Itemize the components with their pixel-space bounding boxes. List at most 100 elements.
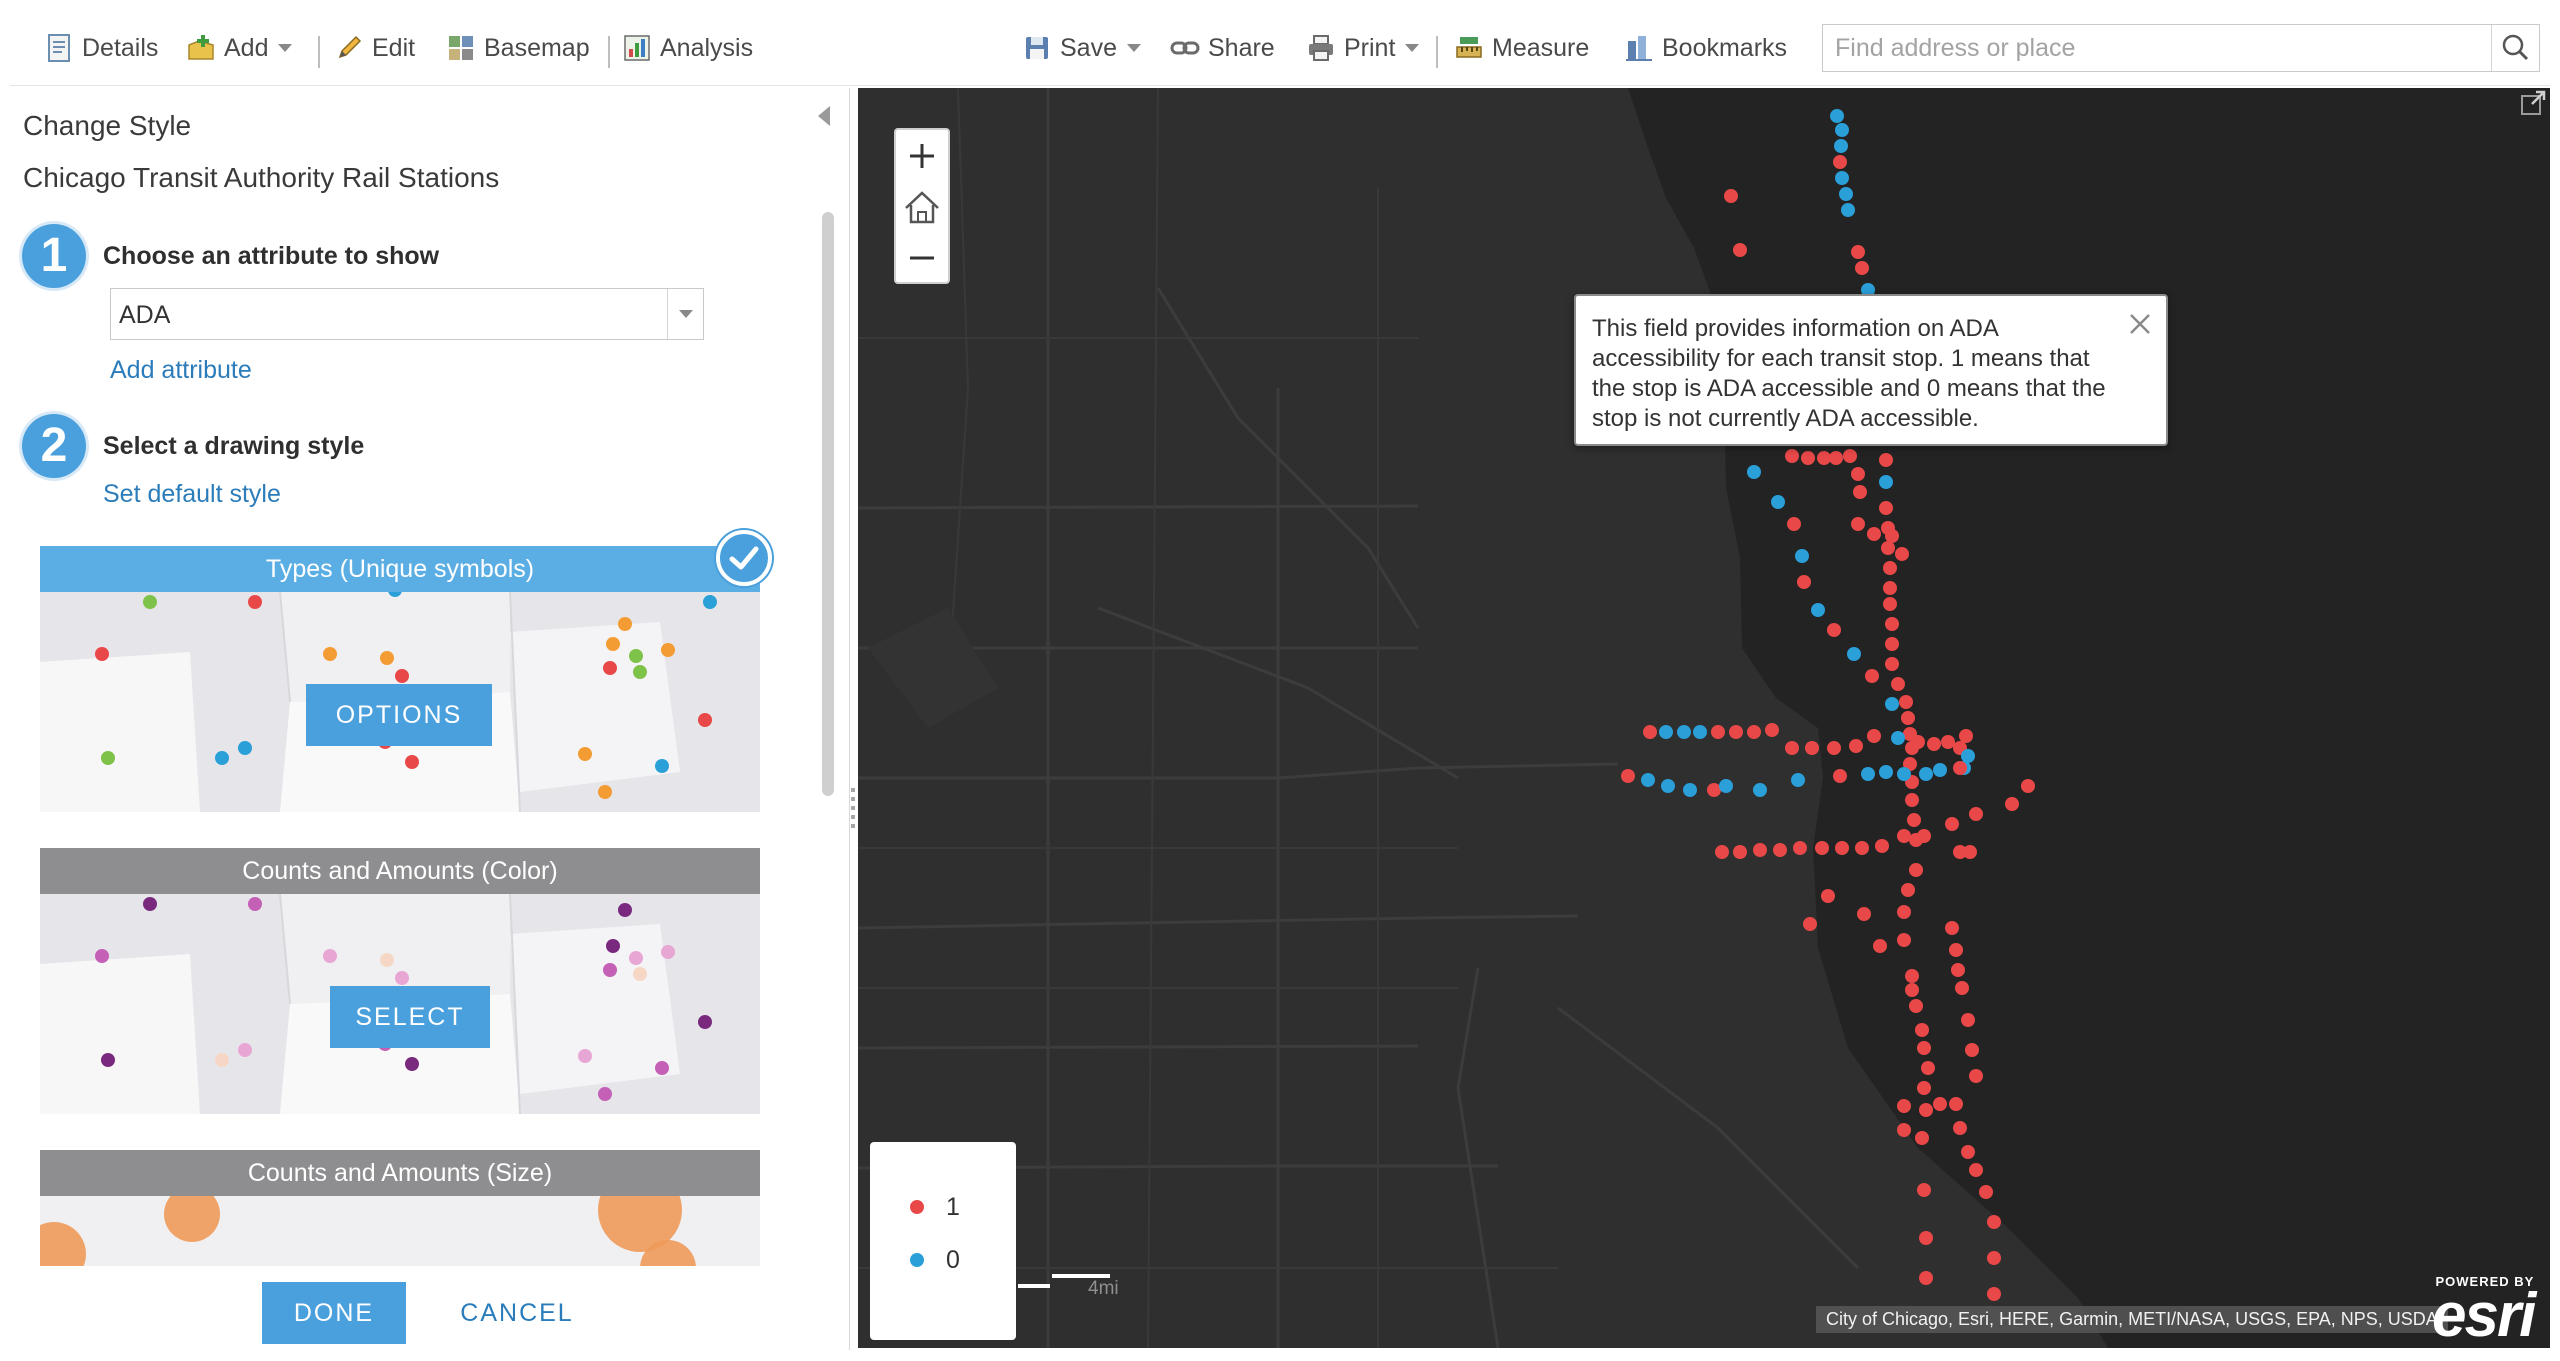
station-marker-ada-accessible[interactable] — [1919, 1271, 1933, 1285]
station-marker-ada-accessible[interactable] — [1715, 845, 1729, 859]
station-marker-not-accessible[interactable] — [1791, 773, 1805, 787]
station-marker-ada-accessible[interactable] — [1945, 921, 1959, 935]
station-marker-ada-accessible[interactable] — [1897, 933, 1911, 947]
station-marker-not-accessible[interactable] — [1771, 495, 1785, 509]
map-view[interactable]: This field provides information on ADA a… — [858, 88, 2550, 1348]
zoom-out-button[interactable] — [896, 234, 948, 284]
station-marker-not-accessible[interactable] — [1811, 603, 1825, 617]
style-card-counts-color[interactable]: Counts and Amounts (Color) — [40, 848, 760, 1114]
station-marker-ada-accessible[interactable] — [1917, 1183, 1931, 1197]
share-button[interactable]: Share — [1170, 30, 1275, 66]
search-input[interactable] — [1823, 25, 2493, 71]
station-marker-ada-accessible[interactable] — [1905, 983, 1919, 997]
station-marker-ada-accessible[interactable] — [1897, 1123, 1911, 1137]
station-marker-not-accessible[interactable] — [1885, 697, 1899, 711]
station-marker-ada-accessible[interactable] — [2021, 779, 2035, 793]
add-button[interactable]: Add — [186, 30, 293, 66]
station-marker-not-accessible[interactable] — [1847, 647, 1861, 661]
station-marker-not-accessible[interactable] — [1747, 465, 1761, 479]
station-marker-ada-accessible[interactable] — [1865, 669, 1879, 683]
station-marker-ada-accessible[interactable] — [1905, 793, 1919, 807]
station-marker-ada-accessible[interactable] — [1773, 843, 1787, 857]
station-marker-ada-accessible[interactable] — [1909, 863, 1923, 877]
station-marker-ada-accessible[interactable] — [1747, 725, 1761, 739]
station-marker-ada-accessible[interactable] — [1899, 695, 1913, 709]
station-marker-ada-accessible[interactable] — [1987, 1287, 2001, 1301]
station-marker-ada-accessible[interactable] — [1851, 245, 1865, 259]
station-marker-ada-accessible[interactable] — [1953, 845, 1967, 859]
close-icon[interactable] — [2126, 310, 2154, 338]
station-marker-not-accessible[interactable] — [1753, 783, 1767, 797]
station-marker-not-accessible[interactable] — [1933, 763, 1947, 777]
station-marker-ada-accessible[interactable] — [1897, 1099, 1911, 1113]
cancel-button[interactable]: CANCEL — [442, 1282, 592, 1344]
station-marker-ada-accessible[interactable] — [1621, 769, 1635, 783]
station-marker-ada-accessible[interactable] — [1963, 845, 1977, 859]
station-marker-not-accessible[interactable] — [1879, 765, 1893, 779]
station-marker-ada-accessible[interactable] — [2005, 797, 2019, 811]
station-marker-not-accessible[interactable] — [1830, 109, 1844, 123]
station-marker-not-accessible[interactable] — [1861, 283, 1875, 297]
station-marker-ada-accessible[interactable] — [1855, 841, 1869, 855]
print-button[interactable]: Print — [1306, 30, 1420, 66]
station-marker-ada-accessible[interactable] — [1867, 527, 1881, 541]
station-marker-ada-accessible[interactable] — [1879, 453, 1893, 467]
save-button[interactable]: Save — [1022, 30, 1141, 66]
station-marker-ada-accessible[interactable] — [1833, 769, 1847, 783]
station-marker-ada-accessible[interactable] — [1911, 735, 1925, 749]
station-marker-not-accessible[interactable] — [1659, 725, 1673, 739]
expand-map-icon[interactable] — [2520, 90, 2546, 116]
station-marker-ada-accessible[interactable] — [1897, 905, 1911, 919]
station-marker-not-accessible[interactable] — [1961, 749, 1975, 763]
station-marker-not-accessible[interactable] — [1835, 123, 1849, 137]
station-marker-not-accessible[interactable] — [1879, 475, 1893, 489]
chevron-down-icon[interactable] — [667, 289, 703, 339]
station-marker-not-accessible[interactable] — [1795, 549, 1809, 563]
station-marker-not-accessible[interactable] — [1834, 139, 1848, 153]
station-marker-ada-accessible[interactable] — [1915, 1131, 1929, 1145]
station-marker-ada-accessible[interactable] — [1815, 841, 1829, 855]
home-button[interactable] — [896, 182, 948, 232]
station-marker-ada-accessible[interactable] — [1843, 449, 1857, 463]
station-marker-ada-accessible[interactable] — [1953, 761, 1967, 775]
station-marker-ada-accessible[interactable] — [1891, 677, 1905, 691]
station-marker-ada-accessible[interactable] — [1875, 839, 1889, 853]
station-marker-ada-accessible[interactable] — [1785, 741, 1799, 755]
style-card-counts-size[interactable]: Counts and Amounts (Size) — [40, 1150, 760, 1266]
attribute-select[interactable]: ADA — [110, 288, 704, 340]
station-marker-ada-accessible[interactable] — [1797, 575, 1811, 589]
bookmarks-button[interactable]: Bookmarks — [1624, 30, 1787, 66]
station-marker-ada-accessible[interactable] — [1933, 1097, 1947, 1111]
station-marker-ada-accessible[interactable] — [1885, 637, 1899, 651]
station-marker-not-accessible[interactable] — [1919, 767, 1933, 781]
station-marker-ada-accessible[interactable] — [1827, 741, 1841, 755]
station-marker-ada-accessible[interactable] — [1969, 1163, 1983, 1177]
station-marker-ada-accessible[interactable] — [1885, 529, 1899, 543]
station-marker-ada-accessible[interactable] — [1953, 1121, 1967, 1135]
station-marker-ada-accessible[interactable] — [1949, 943, 1963, 957]
station-marker-ada-accessible[interactable] — [1955, 981, 1969, 995]
station-marker-ada-accessible[interactable] — [1901, 883, 1915, 897]
station-marker-ada-accessible[interactable] — [1969, 1069, 1983, 1083]
station-marker-ada-accessible[interactable] — [1901, 711, 1915, 725]
station-marker-ada-accessible[interactable] — [1951, 963, 1965, 977]
station-marker-ada-accessible[interactable] — [1851, 467, 1865, 481]
station-marker-ada-accessible[interactable] — [1821, 889, 1835, 903]
station-marker-ada-accessible[interactable] — [1855, 261, 1869, 275]
station-marker-not-accessible[interactable] — [1641, 773, 1655, 787]
station-marker-ada-accessible[interactable] — [1793, 841, 1807, 855]
splitter-grip-icon[interactable] — [851, 788, 855, 828]
station-marker-ada-accessible[interactable] — [1883, 581, 1897, 595]
station-marker-not-accessible[interactable] — [1677, 725, 1691, 739]
station-marker-ada-accessible[interactable] — [1979, 1185, 1993, 1199]
station-marker-ada-accessible[interactable] — [1711, 725, 1725, 739]
select-button[interactable]: SELECT — [330, 986, 490, 1048]
edit-button[interactable]: Edit — [334, 30, 415, 66]
station-marker-ada-accessible[interactable] — [1733, 243, 1747, 257]
details-button[interactable]: Details — [44, 30, 158, 66]
station-marker-ada-accessible[interactable] — [1833, 155, 1847, 169]
station-marker-ada-accessible[interactable] — [1829, 451, 1843, 465]
station-marker-not-accessible[interactable] — [1693, 725, 1707, 739]
station-marker-ada-accessible[interactable] — [1753, 843, 1767, 857]
analysis-button[interactable]: Analysis — [622, 30, 753, 66]
